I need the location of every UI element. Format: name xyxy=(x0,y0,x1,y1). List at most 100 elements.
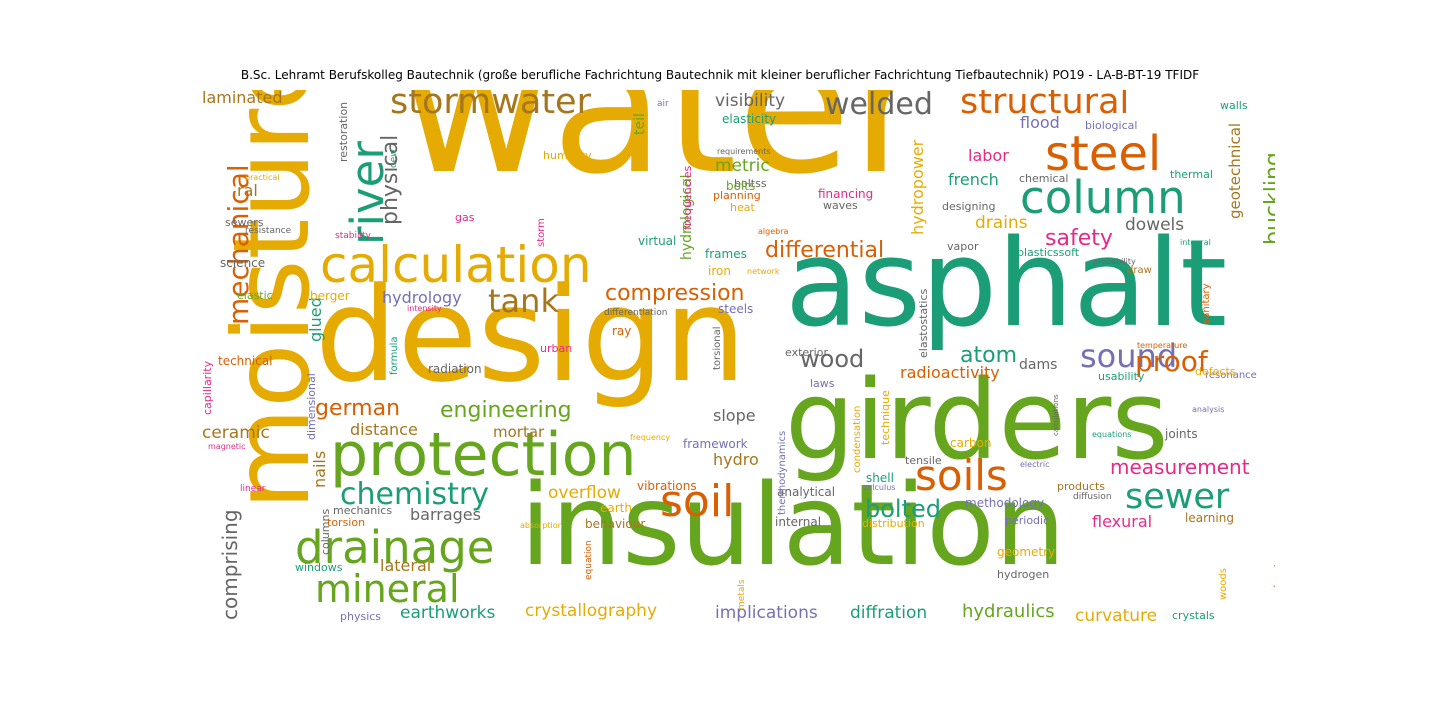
cloud-word: protection xyxy=(330,420,637,490)
cloud-word: elastostatics xyxy=(917,288,930,358)
cloud-word: bolted xyxy=(865,495,941,523)
cloud-word: wood xyxy=(800,345,865,373)
cloud-word: windows xyxy=(295,561,343,574)
cloud-word: ceramic xyxy=(202,423,270,443)
cloud-word: gas xyxy=(455,211,475,224)
cloud-word: defects xyxy=(1195,365,1236,378)
cloud-word: algebra xyxy=(758,227,789,236)
cloud-word: dimensional xyxy=(305,373,318,440)
cloud-word: hydraulics xyxy=(962,601,1055,622)
cloud-word: column xyxy=(1020,171,1186,224)
word-cloud: water asphalt design girders insulation moist… xyxy=(195,90,1275,630)
cloud-word: soil xyxy=(660,476,735,527)
cloud-word: exterior xyxy=(785,346,828,359)
cloud-word: mechanics xyxy=(333,504,393,517)
cloud-word: geometry xyxy=(997,545,1056,559)
cloud-word: joints xyxy=(1165,427,1198,441)
cloud-word: urban xyxy=(540,342,573,355)
cloud-word: diffration xyxy=(850,603,928,623)
cloud-word: differentiation xyxy=(604,308,668,318)
cloud-word: french xyxy=(948,170,999,189)
cloud-word: behaviour xyxy=(585,517,646,531)
cloud-word: asphalt xyxy=(785,215,1228,354)
cloud-word: bolts xyxy=(726,179,756,193)
cloud-word: products xyxy=(1057,480,1106,493)
cloud-word: elasticity xyxy=(722,112,777,126)
cloud-word: hydrology xyxy=(382,288,462,307)
cloud-word: dowels xyxy=(1125,215,1185,235)
cloud-word: learning xyxy=(1185,511,1234,525)
cloud-word: earthworks xyxy=(400,603,496,623)
cloud-word: visibility xyxy=(715,91,786,111)
cloud-word: girders xyxy=(785,356,1169,484)
cloud-word: slope xyxy=(713,406,756,425)
cloud-word: electric xyxy=(1020,460,1050,469)
cloud-word: formula xyxy=(389,336,400,375)
cloud-word: welded xyxy=(825,90,933,122)
cloud-word: groundwater xyxy=(1272,550,1275,627)
cloud-word: resistance xyxy=(245,226,292,236)
cloud-word: lateral xyxy=(380,556,432,575)
cloud-word: steels xyxy=(718,302,754,316)
cloud-word: curvature xyxy=(1075,606,1158,626)
cloud-word: metals xyxy=(737,579,747,610)
cloud-word: dew xyxy=(389,149,399,168)
cloud-word: sewers xyxy=(225,216,264,229)
cloud-word: dams xyxy=(1019,357,1058,373)
cloud-word: tank xyxy=(488,282,559,320)
cloud-word: torsional xyxy=(712,326,723,370)
cloud-word: vapor xyxy=(947,240,979,253)
cloud-word: drains xyxy=(975,213,1028,233)
cloud-word: radiation xyxy=(428,362,482,376)
cloud-word: safety xyxy=(1045,226,1113,251)
cloud-word: stability xyxy=(335,231,371,241)
cloud-word: comprising xyxy=(218,509,242,620)
cloud-word: linear xyxy=(240,484,266,494)
cloud-word: calculus xyxy=(863,483,896,492)
cloud-word: distribution xyxy=(862,517,925,530)
cloud-word: draw xyxy=(1127,265,1152,276)
cloud-word: crystallography xyxy=(525,601,658,621)
cloud-word: laminated xyxy=(202,90,283,107)
cloud-word: labor xyxy=(968,146,1009,165)
cloud-word: equations xyxy=(1092,430,1132,439)
cloud-word: implications xyxy=(715,603,818,623)
cloud-word: physical xyxy=(378,134,403,225)
chart-title: B.Sc. Lehramt Berufskolleg Bautechnik (g… xyxy=(240,68,1200,82)
cloud-word: metric xyxy=(715,156,770,176)
cloud-word: water xyxy=(400,90,928,215)
cloud-word: shell xyxy=(866,471,894,485)
cloud-word: integral xyxy=(1180,238,1211,247)
cloud-word: overflow xyxy=(548,483,621,503)
cloud-word: vibrations xyxy=(637,479,697,493)
cloud-word: magnetic xyxy=(208,442,246,451)
cloud-word: calculation xyxy=(320,236,592,294)
cloud-word: storm xyxy=(536,218,547,247)
cloud-word: internal xyxy=(775,515,822,529)
cloud-word: boltss xyxy=(734,177,767,190)
cloud-word: mineral xyxy=(315,567,460,611)
cloud-word: proof xyxy=(1135,345,1208,378)
cloud-word: torsion xyxy=(327,516,366,529)
cloud-word: ral xyxy=(237,181,258,200)
cloud-word: frames xyxy=(705,247,747,261)
cloud-word: distance xyxy=(350,420,418,439)
cloud-word: laws xyxy=(810,377,835,390)
cloud-word: sound xyxy=(1080,337,1178,375)
cloud-word: equation xyxy=(584,540,594,580)
cloud-word: analytical xyxy=(777,485,836,499)
cloud-word: barrages xyxy=(410,505,481,524)
cloud-word: network xyxy=(747,267,780,276)
cloud-word: thermodynamics xyxy=(777,430,788,515)
cloud-word: tensile xyxy=(905,454,942,467)
cloud-word: hydrogen xyxy=(997,568,1050,581)
cloud-word: sewer xyxy=(1125,477,1230,517)
cloud-word: sanitary xyxy=(1201,283,1212,324)
cloud-word: hydro xyxy=(713,450,759,469)
cloud-word: teil xyxy=(632,113,648,135)
cloud-word: insulation xyxy=(520,461,1066,591)
cloud-word: intensity xyxy=(407,304,442,313)
cloud-word: crystals xyxy=(1172,609,1215,622)
cloud-word: structural xyxy=(960,90,1130,122)
cloud-word: diffusion xyxy=(1073,492,1112,502)
